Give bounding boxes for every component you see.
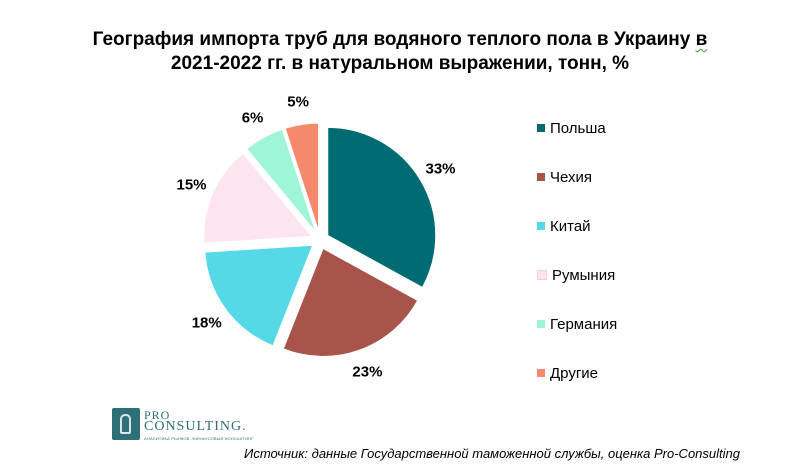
pie-slice-5 bbox=[284, 122, 320, 232]
legend-label-4: Германия bbox=[550, 315, 618, 333]
logo-text-top: PRO bbox=[144, 408, 171, 422]
legend-swatch-5 bbox=[537, 369, 545, 377]
source-note: Источник: данные Государственной таможен… bbox=[244, 446, 740, 461]
logo-text-main: CONSULTING. bbox=[144, 419, 247, 434]
legend-item-1: Чехия bbox=[537, 167, 592, 187]
legend-label-0: Польша bbox=[550, 119, 606, 137]
chart-title: География импорта труб для водяного тепл… bbox=[60, 28, 740, 76]
legend-swatch-0 bbox=[537, 124, 545, 132]
pie-data-label-1: 23% bbox=[352, 364, 382, 381]
pie-data-label-2: 18% bbox=[192, 314, 222, 331]
legend-label-2: Китай bbox=[550, 217, 591, 235]
legend-item-0: Польша bbox=[537, 118, 606, 138]
pie-slice-1 bbox=[282, 247, 419, 357]
legend-label-5: Другие bbox=[550, 364, 599, 382]
legend-swatch-1 bbox=[537, 173, 545, 181]
chart-title-line1: География импорта труб для водяного тепл… bbox=[92, 29, 691, 50]
legend-item-4: Германия bbox=[537, 314, 617, 334]
logo-text-sub: АНАЛИТИКА РЫНКОВ. ФИНАНСОВЫЙ КОНСАЛТИНГ bbox=[144, 436, 254, 441]
legend-swatch-4 bbox=[537, 320, 545, 328]
legend-swatch-2 bbox=[537, 222, 545, 230]
legend-item-2: Китай bbox=[537, 216, 591, 236]
chart-title-line2: 2021-2022 гг. в натуральном выражении, т… bbox=[170, 53, 630, 74]
chart-title-squiggle-word: в bbox=[695, 29, 708, 50]
legend-swatch-3 bbox=[537, 270, 547, 280]
legend-item-5: Другие bbox=[537, 363, 598, 383]
pie-data-label-5: 5% bbox=[287, 94, 309, 111]
pie-slice-2 bbox=[204, 244, 314, 347]
pie-data-label-0: 33% bbox=[425, 161, 455, 178]
pie-slice-0 bbox=[327, 126, 437, 289]
pie-slice-3 bbox=[203, 152, 313, 244]
logo-mark-icon bbox=[112, 408, 140, 440]
pie-data-label-3: 15% bbox=[176, 176, 206, 193]
legend-item-3: Румыния bbox=[537, 265, 615, 285]
pie-slice-4 bbox=[246, 128, 317, 233]
legend-label-1: Чехия bbox=[550, 168, 593, 186]
legend-label-3: Румыния bbox=[552, 266, 616, 284]
pro-consulting-logo: PRO CONSULTING. АНАЛИТИКА РЫНКОВ. ФИНАНС… bbox=[112, 408, 262, 442]
pie-data-label-4: 6% bbox=[242, 109, 264, 126]
